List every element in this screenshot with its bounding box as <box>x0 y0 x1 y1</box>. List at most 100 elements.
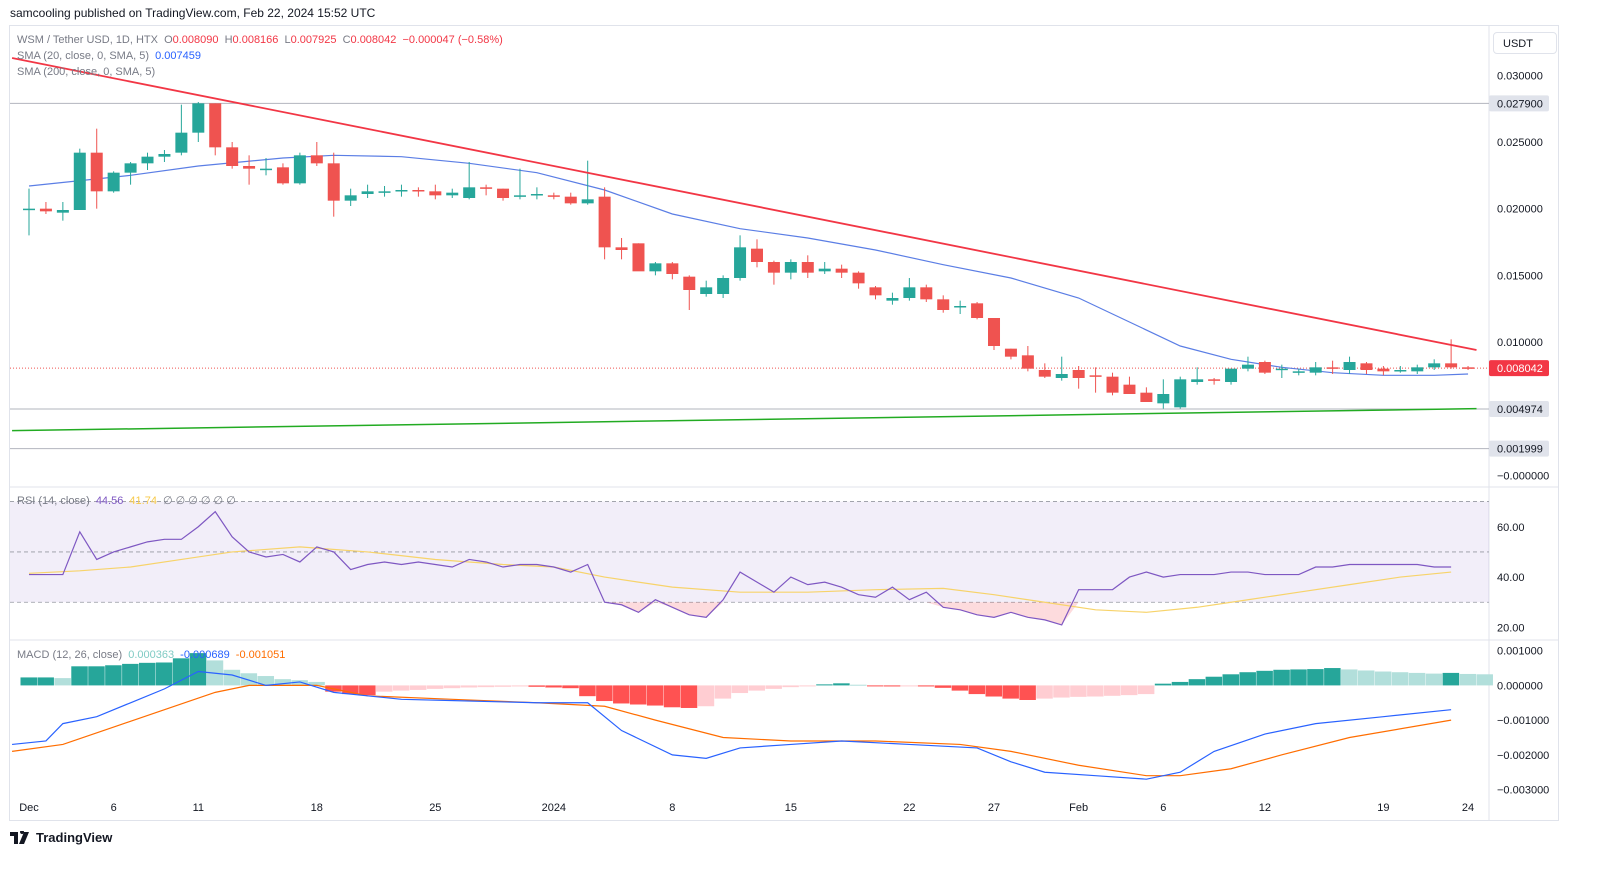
macd-histogram-bar <box>1256 670 1273 686</box>
candle-body <box>1106 376 1119 393</box>
current-price-label: 0.008042 <box>1497 363 1543 375</box>
macd-axis-tick-label: 0.000000 <box>1497 680 1543 692</box>
candle-body <box>937 299 950 310</box>
candle-body <box>1326 367 1339 369</box>
close-label: C <box>342 34 351 46</box>
currency-button[interactable]: USDT <box>1493 32 1557 54</box>
macd-histogram-bar <box>1171 681 1189 686</box>
macd-histogram-bar <box>342 685 359 695</box>
macd-histogram-bar <box>155 662 173 686</box>
candle-body <box>666 263 679 274</box>
macd-hist-value: 0.000363 <box>128 649 175 661</box>
candle-body <box>73 152 86 210</box>
symbol-label[interactable]: WSM / Tether USD, 1D, HTX <box>17 34 158 46</box>
time-axis-tick-label: 24 <box>1462 802 1474 814</box>
time-axis-tick-label: 8 <box>669 802 675 814</box>
candle-body <box>446 192 459 196</box>
macd-histogram-bar <box>223 669 241 686</box>
candle-body <box>1394 370 1407 372</box>
candle-body <box>547 195 560 197</box>
rsi-legend[interactable]: RSI (14, close) 44.56 41.74 ∅ ∅ ∅ ∅ ∅ ∅ <box>17 493 239 509</box>
macd-histogram-bar <box>1036 685 1053 699</box>
macd-legend[interactable]: MACD (12, 26, close) 0.000363 -0.000689 … <box>17 647 288 663</box>
candle-body <box>1055 374 1068 378</box>
rsi-value: 44.56 <box>95 495 124 507</box>
rsi-extra-values: ∅ ∅ ∅ ∅ ∅ ∅ <box>163 495 236 507</box>
time-axis-tick-label: 25 <box>429 802 441 814</box>
macd-histogram-bar <box>477 685 495 688</box>
tradingview-logo-icon <box>10 830 29 844</box>
rsi-line <box>29 510 1452 626</box>
macd-histogram-bar <box>359 685 376 696</box>
macd-histogram-bar <box>833 683 850 686</box>
macd-label: MACD (12, 26, close) <box>17 649 123 661</box>
candle-body <box>700 287 713 294</box>
price-axis-tick-label: −0.000000 <box>1497 470 1549 482</box>
macd-histogram-bar <box>951 685 969 691</box>
macd-histogram-bar <box>934 685 952 688</box>
macd-histogram-bar <box>240 673 258 686</box>
time-axis-tick-label: 27 <box>988 802 1000 814</box>
macd-histogram-bar <box>511 685 528 687</box>
horizontal-price-tag <box>1489 401 1549 418</box>
candle-body <box>835 268 848 273</box>
horizontal-price-label: 0.004974 <box>1497 404 1543 416</box>
candle-body <box>971 303 984 318</box>
macd-histogram-bar <box>1205 676 1223 686</box>
macd-histogram-bar <box>528 685 545 687</box>
time-axis-tick-label: 12 <box>1259 802 1271 814</box>
candle-body <box>717 278 730 294</box>
candle-body <box>175 132 188 153</box>
macd-histogram-bar <box>257 676 275 686</box>
candle-body <box>1021 355 1034 369</box>
macd-histogram-bar <box>426 685 444 689</box>
candle-body <box>1343 362 1356 370</box>
rsi-oversold-fill <box>1027 602 1045 620</box>
candle-body <box>1225 368 1238 382</box>
candle-body <box>1275 368 1288 371</box>
tradingview-brand[interactable]: TradingView <box>10 830 112 845</box>
macd-histogram-bar <box>1120 685 1138 696</box>
macd-histogram-bar <box>646 685 664 706</box>
macd-axis-tick-label: −0.003000 <box>1497 785 1549 797</box>
macd-histogram-bar <box>460 685 478 688</box>
price-axis-tick-label: 0.025000 <box>1497 137 1543 149</box>
rsi-oversold-fill <box>1061 602 1079 625</box>
candle-body <box>988 318 1001 346</box>
macd-histogram-bar <box>968 685 986 695</box>
candle-body <box>869 287 882 296</box>
horizontal-price-label: 0.001999 <box>1497 444 1543 456</box>
candle-body <box>513 195 526 197</box>
candle-body <box>429 191 442 196</box>
trendline-support[interactable] <box>12 407 1477 432</box>
candle-body <box>1089 375 1102 377</box>
rsi-oversold-fill <box>655 602 673 608</box>
horizontal-price-tag <box>1489 95 1549 112</box>
sma200-legend[interactable]: SMA (200, close, 0, SMA, 5) <box>17 64 158 80</box>
candle-body <box>1428 363 1441 368</box>
macd-histogram-bar <box>1087 685 1104 697</box>
time-axis-tick-label: 11 <box>193 802 204 814</box>
macd-histogram-bar <box>1053 685 1070 698</box>
macd-histogram-bar <box>748 685 765 691</box>
sma20-legend[interactable]: SMA (20, close, 0, SMA, 5) 0.007459 <box>17 48 204 64</box>
candle-body <box>1157 394 1170 404</box>
macd-histogram-bar <box>54 678 71 686</box>
sma20-label: SMA (20, close, 0, SMA, 5) <box>17 50 150 62</box>
rsi-axis-tick-label: 40.00 <box>1497 572 1525 584</box>
macd-histogram-bar <box>308 681 325 686</box>
candle-body <box>480 187 493 189</box>
trendline-resistance[interactable] <box>11 57 1477 351</box>
candle-body <box>1241 364 1254 369</box>
candle-body <box>90 152 103 192</box>
candle-body <box>1174 379 1187 408</box>
change-value: −0.000047 (−0.58%) <box>402 34 503 46</box>
macd-histogram-bar <box>1408 672 1426 686</box>
macd-histogram-bar <box>1324 668 1341 686</box>
low-label: L <box>284 34 291 46</box>
macd-histogram-bar <box>629 685 647 705</box>
candle-body <box>293 155 306 184</box>
macd-histogram-bar <box>189 653 207 686</box>
time-axis-tick-label: 6 <box>1160 802 1166 814</box>
